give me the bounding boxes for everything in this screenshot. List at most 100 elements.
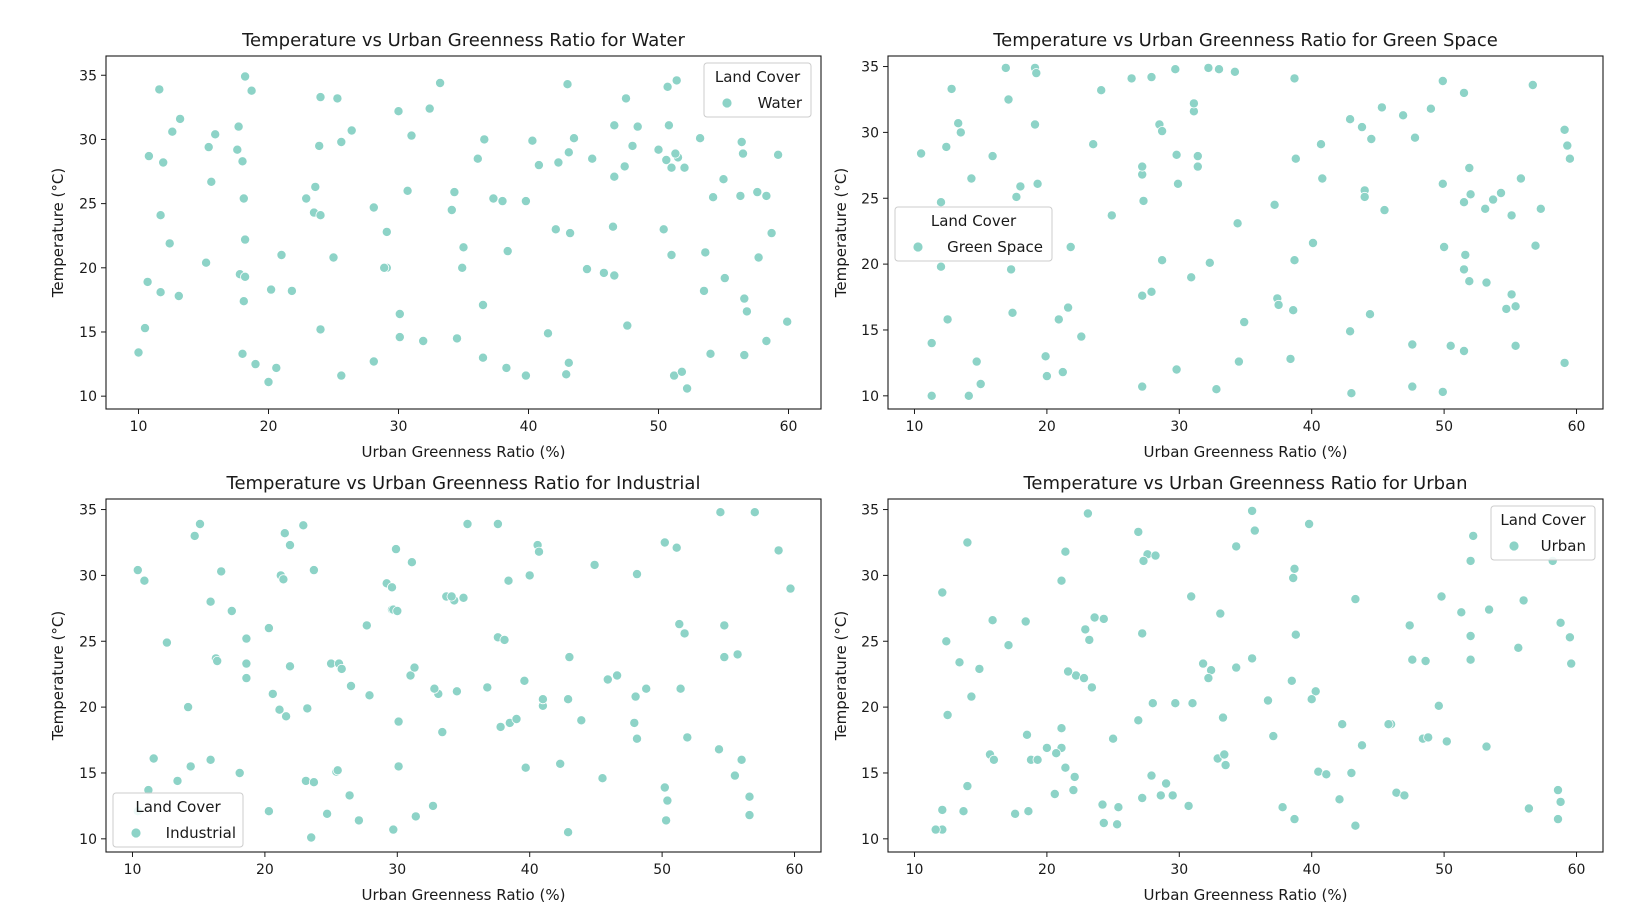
data-point	[1051, 748, 1062, 759]
data-point	[238, 296, 249, 307]
data-point	[1031, 68, 1042, 79]
data-point	[520, 762, 531, 773]
data-point	[409, 662, 420, 673]
y-tick-label: 35	[79, 503, 97, 519]
data-point	[1086, 682, 1097, 693]
data-point	[719, 273, 730, 284]
x-tick-label: 10	[906, 419, 924, 435]
data-point	[276, 249, 287, 260]
data-point	[379, 262, 390, 273]
x-tick-label: 40	[521, 862, 539, 878]
x-tick-label: 30	[388, 862, 406, 878]
data-point	[234, 768, 245, 779]
data-point	[609, 120, 620, 131]
data-point	[388, 824, 399, 835]
panel-urban: Temperature vs Urban Greenness Ratio for…	[832, 473, 1604, 904]
data-point	[1040, 351, 1051, 362]
data-point	[1232, 218, 1243, 229]
legend-title: Land Cover	[931, 212, 1017, 230]
data-point	[1277, 802, 1288, 813]
data-point	[1553, 814, 1564, 825]
data-point	[1290, 629, 1301, 640]
data-point	[1157, 255, 1168, 266]
data-point	[1161, 778, 1172, 789]
data-point	[344, 790, 355, 801]
data-point	[472, 153, 483, 164]
data-point	[1510, 340, 1521, 351]
y-tick-label: 20	[861, 257, 879, 273]
data-point	[1410, 132, 1421, 143]
data-point	[1464, 162, 1475, 173]
data-point	[1032, 754, 1043, 765]
chart-title: Temperature vs Urban Greenness Ratio for…	[1023, 473, 1468, 494]
data-point	[143, 151, 154, 162]
data-point	[161, 637, 172, 648]
data-point	[632, 569, 643, 580]
data-point	[393, 716, 404, 727]
x-axis-label: Urban Greenness Ratio (%)	[1144, 443, 1348, 461]
data-point	[679, 162, 690, 173]
x-axis-label: Urban Greenness Ratio (%)	[362, 443, 566, 461]
data-point	[435, 78, 446, 89]
data-point	[1010, 808, 1021, 819]
data-point	[682, 383, 693, 394]
data-point	[1488, 194, 1499, 205]
data-point	[565, 228, 576, 239]
chart-title: Temperature vs Urban Greenness Ratio for…	[992, 30, 1498, 51]
y-tick-label: 15	[79, 325, 97, 341]
y-ticks: 10 15 20 25 30 35	[861, 60, 888, 405]
data-point	[457, 262, 468, 273]
data-point	[226, 606, 237, 617]
data-point	[942, 710, 953, 721]
y-tick-label: 25	[79, 197, 97, 213]
data-point	[1481, 741, 1492, 752]
data-point	[1098, 818, 1109, 829]
y-tick-label: 10	[79, 832, 97, 848]
data-point	[524, 570, 535, 581]
data-point	[988, 754, 999, 765]
data-point	[1523, 803, 1534, 814]
data-point	[1204, 257, 1215, 268]
data-points	[132, 507, 796, 843]
data-point	[1285, 353, 1296, 364]
data-point	[1346, 768, 1357, 779]
data-point	[167, 126, 178, 137]
data-point	[1268, 731, 1279, 742]
data-point	[361, 620, 372, 631]
data-point	[205, 596, 216, 607]
data-point	[1000, 62, 1011, 73]
data-point	[1126, 73, 1137, 84]
data-point	[503, 575, 514, 586]
data-point	[1510, 301, 1521, 312]
data-point	[1263, 695, 1274, 706]
data-point	[488, 193, 499, 204]
data-point	[1041, 742, 1052, 753]
data-point	[663, 120, 674, 131]
data-point	[1030, 119, 1041, 130]
data-point	[164, 238, 175, 249]
data-point	[676, 366, 687, 377]
data-point	[1068, 785, 1079, 796]
data-point	[563, 147, 574, 158]
data-point	[266, 284, 277, 295]
data-point	[1273, 299, 1284, 310]
data-point	[719, 620, 730, 631]
data-point	[608, 221, 619, 232]
data-point	[402, 185, 413, 196]
x-tick-label: 30	[1170, 862, 1188, 878]
data-point	[446, 204, 457, 215]
data-point	[232, 144, 243, 155]
data-point	[328, 252, 339, 263]
data-point	[393, 106, 404, 117]
data-point	[699, 285, 710, 296]
data-point	[393, 761, 404, 772]
data-point	[1080, 624, 1091, 635]
data-point	[563, 694, 574, 705]
data-point	[1350, 820, 1361, 831]
data-point	[520, 370, 531, 381]
data-point	[1076, 331, 1087, 342]
data-point	[1032, 178, 1043, 189]
data-point	[154, 84, 165, 95]
data-point	[1183, 800, 1194, 811]
x-ticks: 10 20 30 40 50 60	[906, 852, 1585, 878]
